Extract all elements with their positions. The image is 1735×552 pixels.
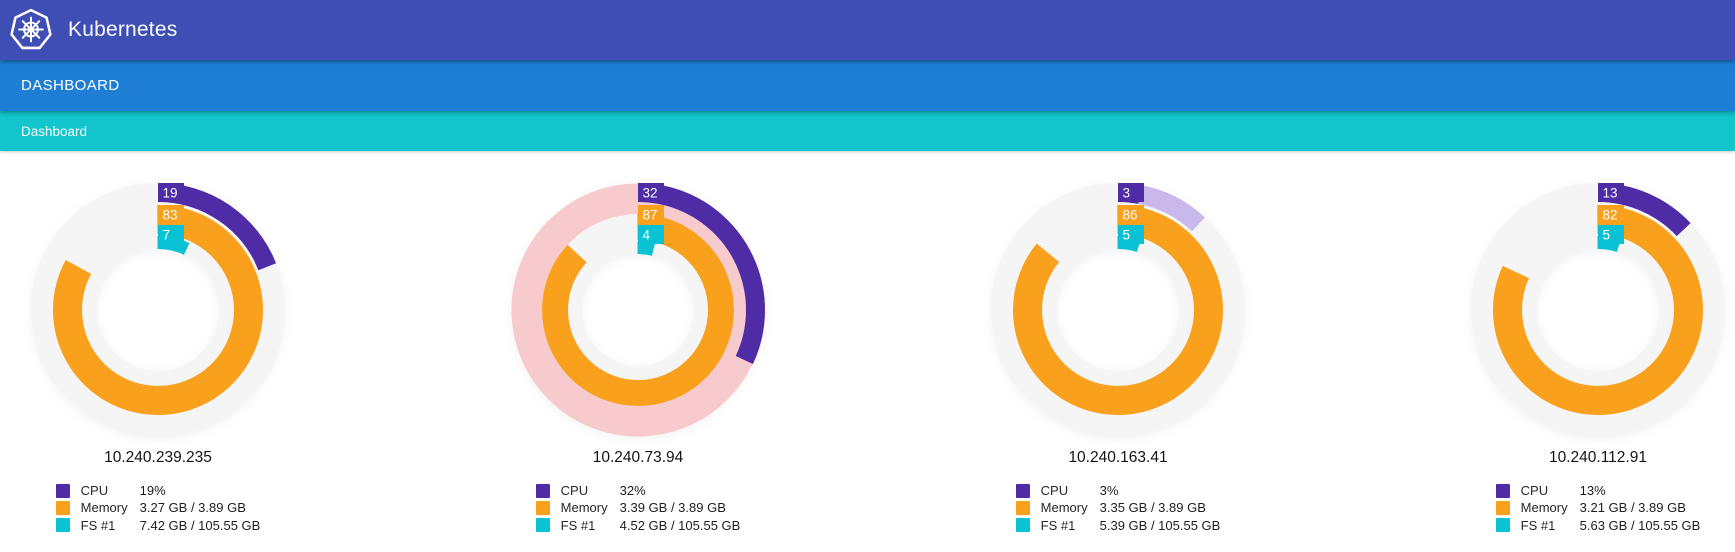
memory-legend-swatch	[535, 500, 550, 515]
memory-legend-swatch	[1015, 500, 1030, 515]
cpu-legend-swatch	[1495, 483, 1510, 498]
node-ip: 10.240.163.41	[1068, 449, 1168, 466]
legend-row: Memory 3.35 GB / 3.89 GB	[1015, 499, 1221, 516]
fs-legend-swatch	[535, 518, 550, 533]
legend-value: 3.21 GB / 3.89 GB	[1579, 500, 1686, 516]
cpu-ring-value: 32	[643, 186, 658, 201]
primary-nav-bar: DASHBOARD	[0, 60, 1735, 111]
cpu-ring-value: 19	[163, 186, 178, 201]
node-ip: 10.240.239.235	[104, 449, 212, 466]
cpu-ring-value: 13	[1603, 186, 1618, 201]
legend-row: FS #1 5.39 GB / 105.55 GB	[1015, 517, 1221, 534]
legend-row: FS #1 4.52 GB / 105.55 GB	[535, 517, 741, 534]
fs-ring-value: 7	[163, 228, 171, 243]
node-ip: 10.240.112.91	[1549, 449, 1647, 466]
helm-wheel-icon	[10, 8, 52, 50]
node-usage-donut: 32 87 4	[511, 183, 765, 437]
legend-row: FS #1 7.42 GB / 105.55 GB	[55, 517, 261, 534]
node-legend: CPU 13% Memory 3.21 GB / 3.89 GB FS #1 5.63 G…	[1495, 482, 1701, 534]
legend-row: CPU 32%	[535, 482, 741, 499]
legend-label: CPU	[80, 483, 109, 499]
node-card: 3 86 5 10.240.163.41 CPU 3% Memory 3.35 GB / 3.…	[988, 180, 1248, 534]
cpu-ring-value: 3	[1123, 186, 1131, 201]
memory-ring-value: 82	[1603, 208, 1618, 223]
fs-ring-value: 4	[643, 228, 651, 243]
legend-row: CPU 3%	[1015, 482, 1221, 499]
app-header: Kubernetes	[0, 0, 1735, 60]
legend-value: 3.39 GB / 3.89 GB	[619, 500, 726, 516]
legend-value: 5.39 GB / 105.55 GB	[1099, 517, 1221, 533]
fs-legend-swatch	[1495, 518, 1510, 533]
legend-value: 4.52 GB / 105.55 GB	[619, 517, 741, 533]
legend-row: CPU 13%	[1495, 482, 1701, 499]
fs-ring-value: 5	[1123, 228, 1131, 243]
memory-legend-swatch	[1495, 500, 1510, 515]
legend-label: CPU	[1520, 483, 1549, 499]
legend-label: FS #1	[1520, 517, 1556, 533]
legend-label: Memory	[560, 500, 608, 516]
node-usage-donut: 3 86 5	[991, 183, 1245, 437]
legend-value: 13%	[1579, 483, 1606, 499]
node-card: 19 83 7 10.240.239.235 CPU 19% Memory 3.27 GB /…	[28, 180, 288, 534]
fs-ring-value: 5	[1603, 228, 1611, 243]
nodes-grid: 19 83 7 10.240.239.235 CPU 19% Memory 3.27 GB /…	[0, 151, 1735, 534]
fs-legend-swatch	[1015, 518, 1030, 533]
node-legend: CPU 32% Memory 3.39 GB / 3.89 GB FS #1 4.52 G…	[535, 482, 741, 534]
legend-row: Memory 3.27 GB / 3.89 GB	[55, 499, 261, 516]
node-card: 13 82 5 10.240.112.91 CPU 13% Memory 3.21 GB / …	[1468, 180, 1728, 534]
breadcrumb-dashboard-link[interactable]: Dashboard	[21, 123, 88, 139]
memory-ring-value: 83	[163, 208, 178, 223]
node-usage-donut: 13 82 5	[1471, 183, 1725, 437]
legend-value: 7.42 GB / 105.55 GB	[139, 517, 261, 533]
legend-label: CPU	[1040, 483, 1069, 499]
legend-label: FS #1	[560, 517, 596, 533]
legend-value: 3.27 GB / 3.89 GB	[139, 500, 246, 516]
fs-legend-swatch	[55, 518, 70, 533]
node-card: 32 87 4 10.240.73.94 CPU 32% Memory 3.39 GB / 3…	[508, 180, 768, 534]
cpu-legend-swatch	[535, 483, 550, 498]
legend-row: CPU 19%	[55, 482, 261, 499]
breadcrumb-bar: Dashboard	[0, 111, 1735, 151]
legend-value: 5.63 GB / 105.55 GB	[1579, 517, 1701, 533]
legend-label: Memory	[1520, 500, 1568, 516]
node-usage-donut: 19 83 7	[31, 183, 285, 437]
legend-row: Memory 3.39 GB / 3.89 GB	[535, 499, 741, 516]
legend-label: CPU	[560, 483, 589, 499]
node-legend: CPU 3% Memory 3.35 GB / 3.89 GB FS #1 5.39 GB…	[1015, 482, 1221, 534]
app-title: Kubernetes	[68, 18, 178, 41]
legend-value: 3%	[1099, 483, 1119, 499]
node-legend: CPU 19% Memory 3.27 GB / 3.89 GB FS #1 7.42 G…	[55, 482, 261, 534]
nav-dashboard-link[interactable]: DASHBOARD	[21, 77, 120, 94]
memory-legend-swatch	[55, 500, 70, 515]
legend-row: Memory 3.21 GB / 3.89 GB	[1495, 499, 1701, 516]
legend-value: 19%	[139, 483, 166, 499]
memory-ring-value: 86	[1123, 208, 1138, 223]
node-ip: 10.240.73.94	[592, 449, 684, 466]
cpu-legend-swatch	[55, 483, 70, 498]
legend-label: FS #1	[80, 517, 116, 533]
legend-value: 3.35 GB / 3.89 GB	[1099, 500, 1206, 516]
legend-value: 32%	[619, 483, 646, 499]
legend-row: FS #1 5.63 GB / 105.55 GB	[1495, 517, 1701, 534]
legend-label: FS #1	[1040, 517, 1076, 533]
memory-ring-value: 87	[643, 208, 658, 223]
cpu-legend-swatch	[1015, 483, 1030, 498]
kubernetes-logo-icon[interactable]	[10, 8, 52, 52]
legend-label: Memory	[1040, 500, 1088, 516]
legend-label: Memory	[80, 500, 128, 516]
